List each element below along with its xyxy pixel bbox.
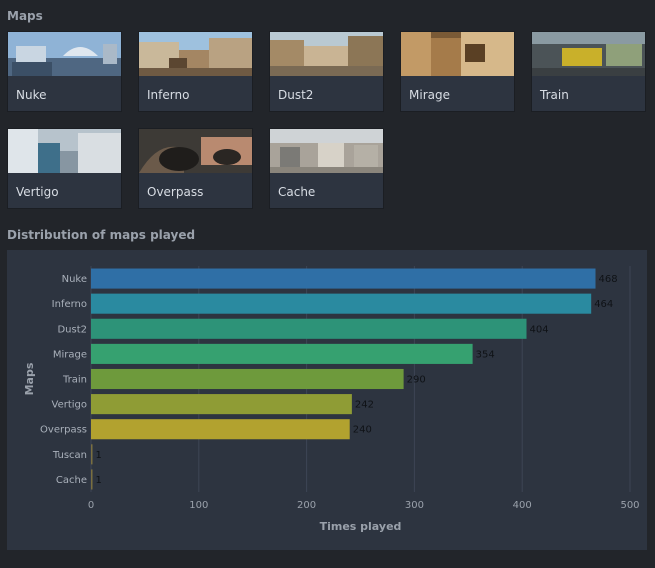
distribution-section-title: Distribution of maps played	[7, 228, 196, 242]
chart-panel: 0 100 200 300 400 500 Nuke 468 Inferno 464 Dust2 40…	[7, 250, 647, 550]
y-tick-label: Train	[62, 375, 87, 386]
map-card-nuke[interactable]: Nuke	[7, 31, 122, 112]
map-card-inferno[interactable]: Inferno	[138, 31, 253, 112]
y-tick-label: Nuke	[62, 274, 87, 285]
data-label: 404	[530, 324, 549, 335]
y-axis-title: Maps	[23, 362, 36, 395]
map-name-dust2: Dust2	[278, 88, 314, 102]
bar-overpass	[91, 419, 350, 440]
maps-grid: Nuke Inferno Dust2	[7, 31, 647, 211]
data-label: 468	[599, 274, 618, 285]
y-tick-label: Overpass	[40, 425, 87, 436]
y-tick-label: Dust2	[57, 324, 87, 335]
x-tick-label: 500	[620, 500, 639, 511]
map-card-train[interactable]: Train	[531, 31, 646, 112]
map-card-dust2[interactable]: Dust2	[269, 31, 384, 112]
map-thumbnail-nuke	[8, 32, 121, 76]
bar-train	[91, 368, 404, 390]
map-card-vertigo[interactable]: Vertigo	[7, 128, 122, 209]
data-label: 354	[476, 349, 495, 360]
data-label: 1	[96, 450, 102, 461]
map-name-mirage: Mirage	[409, 88, 450, 102]
bar-tuscan	[91, 444, 93, 465]
bar-nuke	[91, 268, 596, 289]
data-label: 1	[96, 475, 102, 486]
map-thumbnail-dust2	[270, 32, 383, 76]
y-tick-label: Cache	[56, 475, 87, 486]
y-tick-label: Tuscan	[52, 450, 87, 461]
map-name-vertigo: Vertigo	[16, 185, 59, 199]
map-card-overpass[interactable]: Overpass	[138, 128, 253, 209]
maps-section-title: Maps	[7, 9, 43, 23]
map-card-cache[interactable]: Cache	[269, 128, 384, 209]
map-thumbnail-overpass	[139, 129, 252, 173]
bar-vertigo	[91, 394, 352, 415]
bar-dust2	[91, 318, 527, 339]
map-thumbnail-inferno	[139, 32, 252, 76]
x-tick-label: 400	[513, 500, 532, 511]
map-name-inferno: Inferno	[147, 88, 190, 102]
bar-mirage	[91, 343, 473, 364]
data-label: 290	[407, 375, 426, 386]
x-axis-title: Times played	[320, 520, 402, 533]
data-label: 240	[353, 425, 372, 436]
x-tick-label: 0	[88, 500, 94, 511]
y-tick-label: Vertigo	[52, 400, 88, 411]
y-tick-label: Inferno	[52, 299, 87, 310]
bar-chart: 0 100 200 300 400 500 Nuke 468 Inferno 464 Dust2 40…	[23, 266, 640, 533]
map-card-mirage[interactable]: Mirage	[400, 31, 515, 112]
map-thumbnail-mirage	[401, 32, 514, 76]
map-name-train: Train	[540, 88, 569, 102]
x-tick-label: 300	[405, 500, 424, 511]
bar-cache	[91, 469, 93, 490]
x-tick-label: 100	[189, 500, 208, 511]
y-tick-label: Mirage	[53, 349, 87, 360]
map-name-overpass: Overpass	[147, 185, 204, 199]
data-label: 242	[355, 400, 374, 411]
data-label: 464	[594, 299, 613, 310]
map-thumbnail-train	[532, 32, 645, 76]
map-thumbnail-vertigo	[8, 129, 121, 173]
map-name-cache: Cache	[278, 185, 316, 199]
x-tick-label: 200	[297, 500, 316, 511]
bar-inferno	[91, 293, 592, 314]
map-name-nuke: Nuke	[16, 88, 47, 102]
map-thumbnail-cache	[270, 129, 383, 173]
